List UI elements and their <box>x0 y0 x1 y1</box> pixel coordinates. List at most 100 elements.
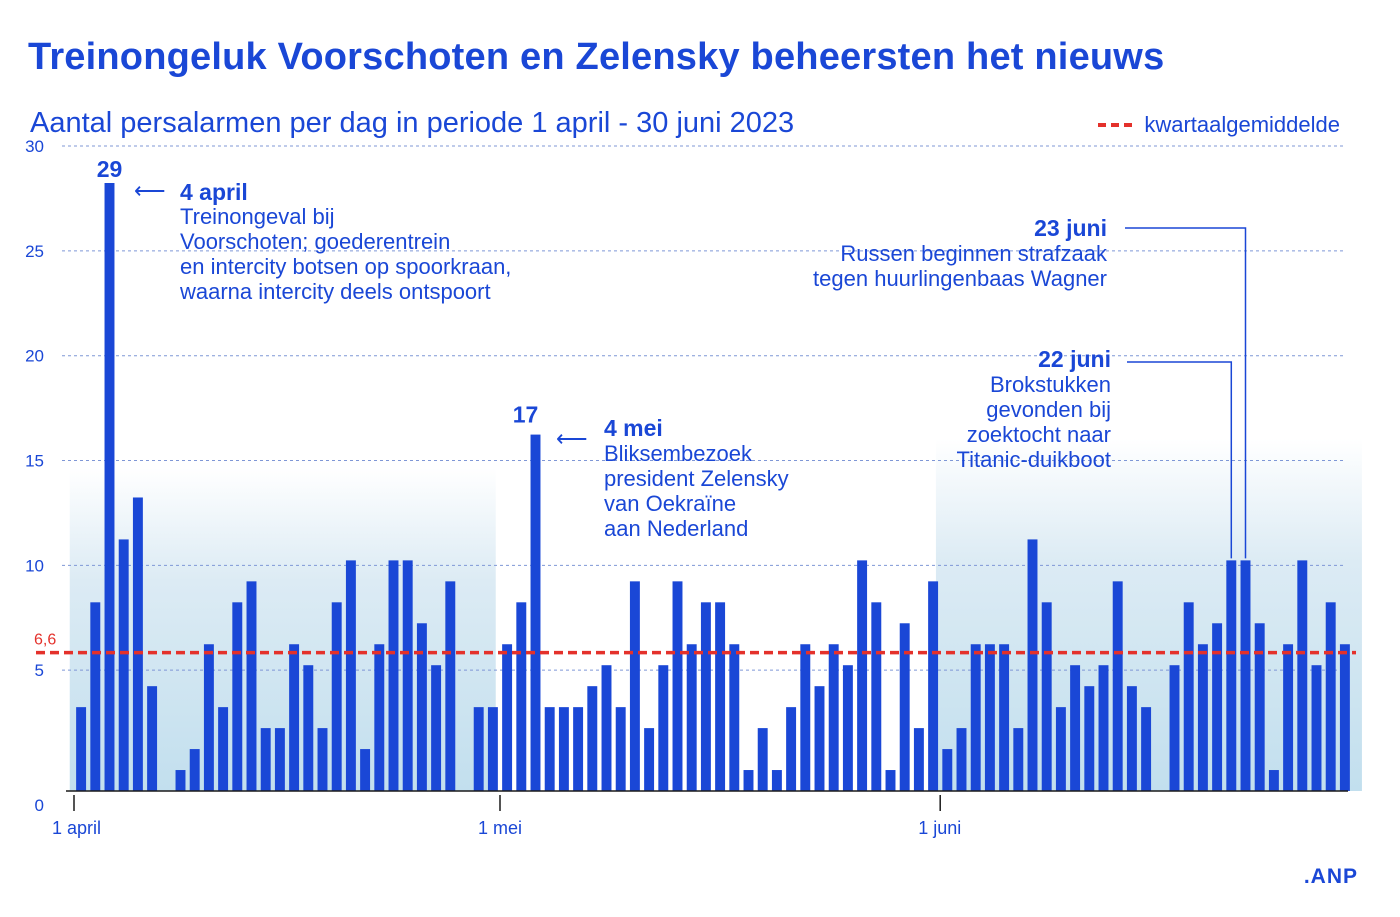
bar <box>487 707 498 791</box>
bar <box>530 434 541 791</box>
bar <box>857 560 868 791</box>
annotation-text-line: aan Nederland <box>604 516 748 541</box>
bar <box>1098 665 1109 791</box>
bar <box>104 183 115 791</box>
bar <box>899 623 910 791</box>
bar <box>374 644 385 791</box>
annotation-text-line: en intercity botsen op spoorkraan, <box>180 254 511 279</box>
bar <box>1027 539 1038 791</box>
annotation-leader-line <box>1125 227 1247 559</box>
bar <box>175 770 186 791</box>
bar <box>260 728 271 791</box>
bar <box>1240 560 1251 791</box>
bar <box>956 728 967 791</box>
bar <box>601 665 612 791</box>
legend-average-label: kwartaalgemiddelde <box>1144 112 1340 137</box>
bar <box>871 602 882 791</box>
annotation-date: 23 juni <box>1034 215 1107 241</box>
bar <box>416 623 427 791</box>
annotation-text-line: waarna intercity deels ontspoort <box>179 279 491 304</box>
bar <box>203 644 214 791</box>
bar <box>1055 707 1066 791</box>
y-tick-label: 5 <box>35 661 44 680</box>
bar <box>729 644 740 791</box>
bar <box>1041 602 1052 791</box>
bar <box>189 749 200 791</box>
bar <box>289 644 300 791</box>
bar <box>715 602 726 791</box>
bar <box>743 770 754 791</box>
bar <box>473 707 484 791</box>
bar <box>1325 602 1336 791</box>
anp-logo: .ANP <box>1303 865 1358 888</box>
chart-subtitle: Aantal persalarmen per dag in periode 1 … <box>30 107 795 139</box>
bar <box>885 770 896 791</box>
bar <box>232 602 243 791</box>
bar <box>686 644 697 791</box>
legend-average-swatch <box>1098 123 1133 127</box>
annotation-text-line: president Zelensky <box>604 466 789 491</box>
y-tick-label: 30 <box>25 137 44 156</box>
annotation-text-line: zoektocht naar <box>967 422 1111 447</box>
bar <box>132 497 143 791</box>
bar <box>502 644 513 791</box>
y-tick-label: 10 <box>25 556 44 575</box>
annotation-text-line: gevonden bij <box>986 397 1111 422</box>
bar <box>516 602 527 791</box>
bar <box>345 560 356 791</box>
bar <box>842 665 853 791</box>
bar <box>274 728 285 791</box>
bar <box>1212 623 1223 791</box>
y-axis: 0 5 10 15 20 25 30 <box>25 137 44 815</box>
bar <box>757 728 768 791</box>
x-axis: 1 april 1 mei 1 juni <box>52 790 1348 838</box>
bar <box>942 749 953 791</box>
bar <box>1013 728 1024 791</box>
chart-title: Treinongeluk Voorschoten en Zelensky beh… <box>28 36 1165 78</box>
bar <box>1169 665 1180 791</box>
annotation-date: 4 april <box>180 179 248 205</box>
bar <box>360 749 371 791</box>
bar <box>1112 581 1123 791</box>
peak-value-label: 17 <box>513 402 539 428</box>
bars <box>76 183 1350 791</box>
bar <box>90 602 101 791</box>
y-tick-label: 15 <box>25 452 44 471</box>
bar <box>615 707 626 791</box>
bar <box>1141 707 1152 791</box>
annotation-text-line: Bliksembezoek <box>604 441 753 466</box>
bar <box>1226 560 1237 791</box>
bar <box>1254 623 1265 791</box>
y-tick-label: 25 <box>25 242 44 261</box>
bar <box>644 728 655 791</box>
peak-value-label: 29 <box>97 156 123 182</box>
bar <box>1268 770 1279 791</box>
bar <box>629 581 640 791</box>
bar <box>445 581 456 791</box>
x-tick-label: 1 april <box>52 818 101 838</box>
bar <box>814 686 825 791</box>
annotation-text-line: Russen beginnen strafzaak <box>840 241 1108 266</box>
bar <box>544 707 555 791</box>
annotation-text-line: Voorschoten; goederentrein <box>180 229 450 254</box>
bar <box>558 707 569 791</box>
arrow-left-icon: ⟵ <box>134 178 166 203</box>
annotation-leader-line <box>1127 361 1233 559</box>
bar <box>970 644 981 791</box>
bar <box>913 728 924 791</box>
bar <box>1339 644 1350 791</box>
bar <box>658 665 669 791</box>
bar <box>1183 602 1194 791</box>
x-tick-label: 1 juni <box>918 818 961 838</box>
bar <box>331 602 342 791</box>
x-tick-label: 1 mei <box>478 818 522 838</box>
annotation-date: 22 juni <box>1038 346 1111 372</box>
bar <box>1197 644 1208 791</box>
bar <box>984 644 995 791</box>
bar <box>573 707 584 791</box>
bar <box>218 707 229 791</box>
bar <box>672 581 683 791</box>
grid-lines <box>62 145 1344 671</box>
